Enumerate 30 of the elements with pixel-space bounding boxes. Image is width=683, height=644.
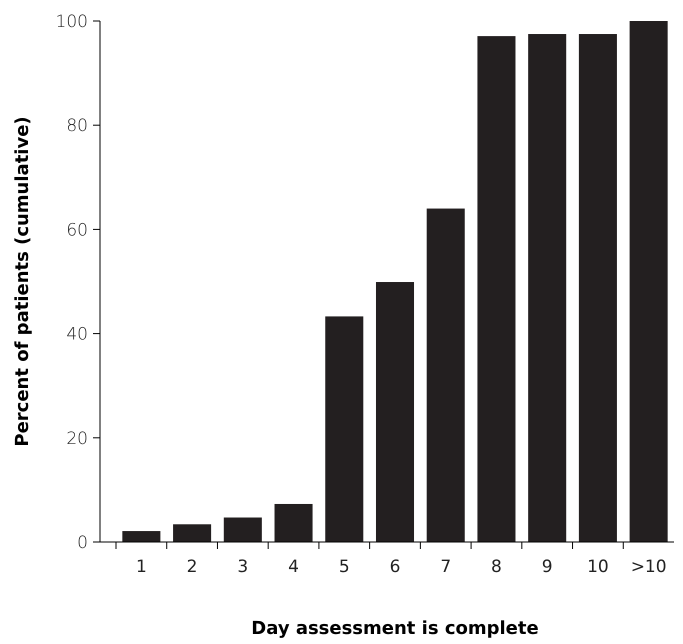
- x-tick-label: 5: [338, 557, 350, 577]
- y-tick-label: 20: [66, 428, 88, 449]
- bar: [224, 518, 262, 542]
- x-tick-label: 4: [288, 557, 299, 577]
- y-tick-label: 0: [77, 532, 88, 553]
- x-tick-label: 8: [491, 557, 502, 577]
- x-tick-label: 3: [237, 557, 248, 577]
- x-tick-label: 2: [186, 557, 198, 577]
- x-axis-title: Day assessment is complete: [251, 618, 539, 639]
- y-tick-label: 60: [66, 220, 88, 240]
- bar: [426, 208, 465, 542]
- bar: [477, 36, 516, 542]
- x-tick-label: >10: [630, 557, 667, 577]
- bar: [122, 531, 160, 542]
- bar: [528, 34, 566, 542]
- x-tick-label: 7: [440, 557, 452, 577]
- x-tick-label: 1: [136, 557, 147, 577]
- y-tick-label: 100: [56, 12, 88, 32]
- y-axis-title: Percent of patients (cumulative): [12, 116, 33, 447]
- bar: [325, 316, 364, 542]
- bar: [173, 524, 212, 542]
- y-tick-label: 40: [66, 324, 88, 345]
- x-tick-label: 9: [542, 557, 553, 577]
- x-tick-label: 6: [390, 557, 400, 577]
- bar: [274, 504, 313, 542]
- bar: [376, 282, 414, 542]
- bar: [578, 34, 617, 542]
- bar: [630, 21, 668, 542]
- y-tick-label: 80: [66, 116, 88, 136]
- x-tick-label: 10: [587, 557, 609, 577]
